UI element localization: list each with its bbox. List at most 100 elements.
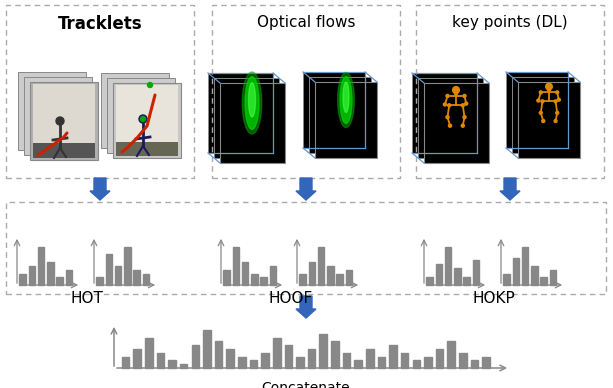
Bar	[447, 341, 455, 368]
Circle shape	[461, 124, 464, 127]
Circle shape	[446, 94, 449, 97]
Bar	[101, 73, 169, 148]
Bar	[303, 72, 365, 148]
Bar	[107, 78, 175, 153]
Bar	[124, 247, 131, 285]
Bar	[296, 357, 304, 368]
Circle shape	[449, 124, 452, 127]
Ellipse shape	[245, 77, 259, 129]
Bar	[436, 349, 443, 368]
Bar	[549, 270, 556, 285]
Bar	[284, 345, 292, 368]
Bar	[33, 84, 95, 158]
Circle shape	[443, 103, 446, 106]
Circle shape	[539, 111, 543, 114]
Circle shape	[541, 100, 544, 103]
Ellipse shape	[248, 83, 256, 117]
Bar	[232, 247, 239, 285]
Circle shape	[542, 120, 545, 123]
Bar	[270, 266, 276, 285]
Ellipse shape	[338, 73, 354, 128]
Bar	[427, 277, 433, 285]
Bar	[134, 349, 141, 368]
Bar	[354, 360, 362, 368]
Bar	[238, 357, 246, 368]
Bar	[459, 353, 466, 368]
Bar	[512, 77, 574, 153]
Bar	[143, 274, 149, 285]
Bar	[47, 262, 53, 285]
Circle shape	[461, 104, 464, 107]
FancyArrow shape	[296, 178, 316, 200]
Bar	[309, 77, 371, 153]
Bar	[318, 247, 324, 285]
Ellipse shape	[242, 72, 262, 134]
Bar	[242, 262, 248, 285]
Bar	[424, 357, 432, 368]
Circle shape	[554, 120, 557, 123]
Bar	[346, 270, 352, 285]
Bar	[116, 142, 178, 156]
Bar	[208, 73, 273, 153]
Bar	[220, 83, 285, 163]
Bar	[473, 260, 479, 285]
Bar	[531, 266, 538, 285]
Text: Concatenate: Concatenate	[262, 381, 350, 388]
Bar	[115, 266, 121, 285]
Bar	[116, 85, 178, 156]
FancyArrow shape	[90, 178, 110, 200]
Bar	[471, 360, 478, 368]
Circle shape	[539, 91, 543, 94]
Circle shape	[537, 99, 540, 102]
Bar	[215, 341, 223, 368]
Bar	[261, 277, 267, 285]
Bar	[522, 247, 528, 285]
Bar	[273, 338, 281, 368]
Bar	[18, 72, 86, 150]
Text: HOKP: HOKP	[473, 291, 516, 306]
Bar	[412, 73, 477, 153]
Bar	[191, 345, 199, 368]
Bar	[96, 277, 103, 285]
Text: HOOF: HOOF	[269, 291, 313, 306]
Bar	[445, 247, 451, 285]
Bar	[105, 255, 112, 285]
Bar	[503, 274, 510, 285]
Bar	[20, 274, 26, 285]
Bar	[389, 345, 397, 368]
Circle shape	[556, 111, 558, 114]
Bar	[226, 349, 234, 368]
Bar	[482, 357, 490, 368]
Bar	[308, 262, 315, 285]
Circle shape	[557, 98, 560, 101]
Circle shape	[454, 92, 457, 95]
Bar	[512, 258, 519, 285]
Ellipse shape	[343, 82, 349, 113]
Bar	[133, 270, 140, 285]
Text: key points (DL): key points (DL)	[452, 15, 568, 30]
Bar	[38, 247, 44, 285]
Bar	[366, 349, 373, 368]
Bar	[261, 353, 269, 368]
Circle shape	[140, 116, 145, 121]
Bar	[30, 82, 98, 160]
Bar	[203, 330, 211, 368]
Circle shape	[547, 88, 550, 91]
Bar	[401, 353, 408, 368]
FancyArrow shape	[296, 296, 316, 318]
Bar	[337, 274, 343, 285]
Text: Optical flows: Optical flows	[257, 15, 356, 30]
Bar	[319, 334, 327, 368]
Bar	[24, 77, 92, 155]
Circle shape	[446, 116, 449, 119]
Circle shape	[465, 102, 468, 105]
Bar	[315, 82, 377, 158]
Bar	[327, 266, 333, 285]
Bar	[436, 264, 442, 285]
Circle shape	[463, 94, 466, 97]
Bar	[299, 274, 306, 285]
Circle shape	[139, 115, 147, 123]
Bar	[454, 268, 460, 285]
Bar	[463, 277, 470, 285]
Text: HOT: HOT	[70, 291, 104, 306]
